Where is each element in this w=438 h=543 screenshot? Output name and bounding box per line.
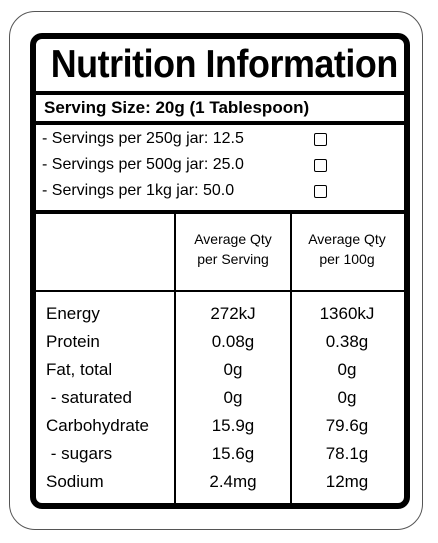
- value-per-100g: 0g: [337, 388, 357, 407]
- value-per-serving: 0.08g: [211, 332, 255, 351]
- jar-250g-checkbox[interactable]: [314, 133, 327, 146]
- jar-option-500g: - Servings per 500g jar: 25.0: [42, 155, 244, 175]
- value-per-100g: 79.6g: [325, 416, 369, 435]
- jar-option-1kg: - Servings per 1kg jar: 50.0: [42, 181, 234, 201]
- nutrient-name: Fat, total: [46, 360, 113, 379]
- header-line: per Serving: [197, 251, 269, 267]
- header-line: Average Qty: [308, 231, 386, 247]
- header-line: per 100g: [319, 251, 375, 267]
- jar-option-label: - Servings per 1kg jar: 50.0: [42, 182, 235, 199]
- column-header-per-100g: Average Qty per 100g: [292, 229, 402, 269]
- nutrient-name: Energy: [46, 304, 100, 323]
- nutrient-name: - saturated: [46, 388, 132, 407]
- value-per-serving: 15.9g: [211, 416, 255, 435]
- nutrient-name: Protein: [46, 332, 100, 351]
- value-per-serving: 0g: [223, 388, 243, 407]
- panel-title: Nutrition Information: [50, 43, 399, 86]
- jar-option-250g: - Servings per 250g jar: 12.5: [42, 129, 244, 149]
- jar-500g-checkbox[interactable]: [314, 159, 327, 172]
- value-per-100g: 0g: [337, 360, 357, 379]
- header-line: Average Qty: [194, 231, 272, 247]
- serving-size: Serving Size: 20g (1 Tablespoon): [44, 98, 310, 117]
- header-divider: [36, 290, 404, 292]
- jar-option-label: - Servings per 500g jar: 25.0: [42, 156, 244, 173]
- value-per-100g: 1360kJ: [319, 304, 375, 323]
- column-divider-2: [290, 214, 292, 503]
- jar-1kg-checkbox[interactable]: [314, 185, 327, 198]
- value-per-serving: 2.4mg: [209, 472, 257, 491]
- column-divider-1: [174, 214, 176, 503]
- label-sticker-outline: [9, 11, 423, 530]
- serving-divider: [36, 121, 404, 125]
- title-divider: [36, 91, 404, 95]
- value-per-serving: 15.6g: [211, 444, 255, 463]
- nutrient-name: Sodium: [46, 472, 104, 491]
- jar-option-label: - Servings per 250g jar: 12.5: [42, 130, 244, 147]
- nutrition-panel: Nutrition Information Serving Size: 20g …: [30, 33, 410, 509]
- nutrient-name: - sugars: [46, 444, 113, 463]
- nutrient-name: Carbohydrate: [46, 416, 150, 435]
- value-per-100g: 0.38g: [325, 332, 369, 351]
- column-header-per-serving: Average Qty per Serving: [176, 229, 290, 269]
- value-per-100g: 78.1g: [325, 444, 369, 463]
- value-per-100g: 12mg: [325, 472, 369, 491]
- value-per-serving: 272kJ: [210, 304, 256, 323]
- value-per-serving: 0g: [223, 360, 243, 379]
- jar-divider: [36, 210, 404, 214]
